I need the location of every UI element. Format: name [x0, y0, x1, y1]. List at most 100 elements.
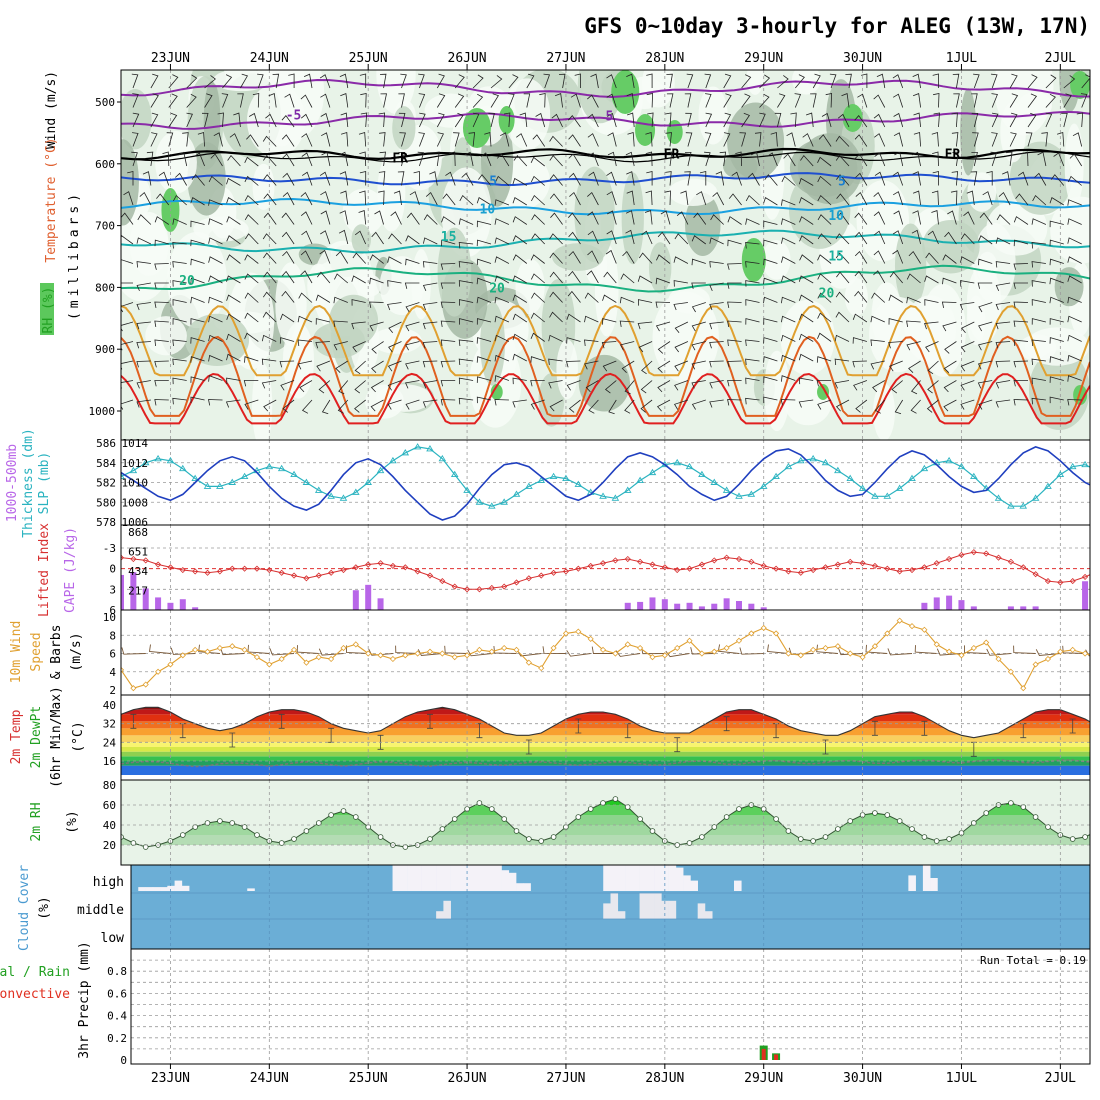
wind10m-barb — [816, 644, 838, 654]
wind-barb — [568, 250, 581, 264]
cloud-high-bar — [407, 865, 415, 891]
wind-barb — [476, 239, 492, 247]
wind-barb — [351, 299, 366, 306]
date-label: 27JUN — [546, 51, 585, 66]
p3-marks — [121, 549, 1090, 610]
wind-speed-point — [130, 685, 137, 692]
precip-conv-bar — [761, 1048, 766, 1060]
wind-barb — [568, 134, 581, 147]
wind-speed-point — [155, 668, 162, 675]
wind-barb — [478, 174, 492, 186]
wind-barb — [512, 177, 528, 186]
wind-unit-label: (m/s) — [69, 632, 84, 671]
wind-barb — [549, 135, 563, 147]
wind-barb — [1013, 263, 1029, 270]
wind-barb — [584, 315, 599, 323]
wind-barb — [731, 171, 742, 186]
thickness-point — [784, 462, 793, 470]
wind-barb — [172, 397, 187, 405]
wind-speed-point — [464, 652, 471, 659]
minmax-label: (6hr Min/Max) — [49, 686, 64, 788]
wind-barb — [691, 321, 706, 332]
wind-barb — [190, 239, 205, 247]
wind-barb — [977, 380, 993, 389]
rh-point — [254, 832, 260, 838]
wind-barb — [841, 93, 850, 108]
rh-point — [538, 838, 544, 844]
wind-speed-point — [908, 623, 916, 630]
wind-barb — [857, 93, 868, 108]
wind-barb — [906, 320, 921, 327]
wind-barb — [763, 376, 778, 383]
wind-barb — [154, 216, 170, 225]
thickness-point — [512, 490, 521, 497]
wind-barb — [282, 250, 295, 264]
li-point — [970, 549, 977, 556]
rh-point — [303, 828, 310, 834]
wind-speed-point — [513, 646, 520, 653]
thickness-point — [438, 454, 447, 462]
wind-barb — [136, 282, 151, 292]
wind-speed-point — [365, 650, 372, 657]
wind-barb — [226, 333, 241, 342]
wind-barb — [646, 93, 654, 108]
li-point — [451, 583, 458, 590]
wind-barb — [340, 93, 349, 108]
li-point — [464, 586, 471, 593]
wind-barb — [390, 211, 402, 225]
thickness-point — [129, 466, 138, 474]
li-point — [216, 568, 223, 575]
wind-barb — [191, 174, 205, 186]
date-label: 28JUN — [645, 1071, 684, 1086]
rh-point — [896, 818, 903, 824]
li-point — [121, 554, 125, 561]
cloud-high-bar — [436, 865, 444, 891]
wind10m-barb — [1062, 645, 1086, 654]
cape-bar — [130, 572, 137, 610]
li-point — [365, 561, 372, 568]
li-point — [674, 566, 681, 574]
wind-barb — [1025, 132, 1033, 147]
wind-barb — [1049, 220, 1064, 228]
rh-region — [960, 88, 977, 176]
cloud-high-bar — [443, 865, 451, 891]
rh-region — [424, 93, 477, 128]
rh-region — [184, 313, 250, 367]
wind-barb — [960, 341, 975, 353]
wind-barb — [836, 212, 850, 225]
wind-barb — [854, 153, 868, 167]
wind-barb — [719, 151, 727, 167]
isotherm-line — [121, 264, 1090, 293]
wind-barb — [388, 341, 402, 353]
p4-marks — [121, 617, 1090, 692]
wind-barb — [301, 152, 313, 167]
rh-region — [155, 131, 197, 194]
wind-barb — [121, 259, 134, 264]
thickness-point — [352, 488, 360, 495]
wind-barb — [836, 174, 850, 186]
wind-barb — [423, 214, 438, 225]
wind-barb — [282, 399, 295, 413]
wind-barb — [1006, 151, 1013, 167]
wind-barb — [990, 73, 998, 89]
wind-barb — [745, 339, 760, 347]
rh-region — [203, 80, 221, 161]
wind-barb — [549, 399, 563, 412]
wind-barb — [405, 258, 420, 266]
wind-barb — [656, 399, 671, 412]
wind10m-barb — [615, 650, 641, 657]
thickness-point — [228, 478, 237, 485]
wind-speed-point — [946, 648, 953, 655]
wind-barb — [321, 399, 331, 415]
wind-barb — [673, 280, 688, 287]
wind-barb — [908, 250, 921, 264]
wind-barb — [136, 261, 151, 268]
wind-barb — [445, 171, 456, 186]
wind-barb — [912, 151, 921, 167]
wind-barb — [627, 131, 635, 147]
wind-barb — [320, 191, 331, 206]
wind-barb — [709, 302, 724, 311]
wind-barb — [620, 273, 635, 284]
wind-barb — [995, 321, 1011, 330]
wind-barb — [647, 112, 654, 128]
